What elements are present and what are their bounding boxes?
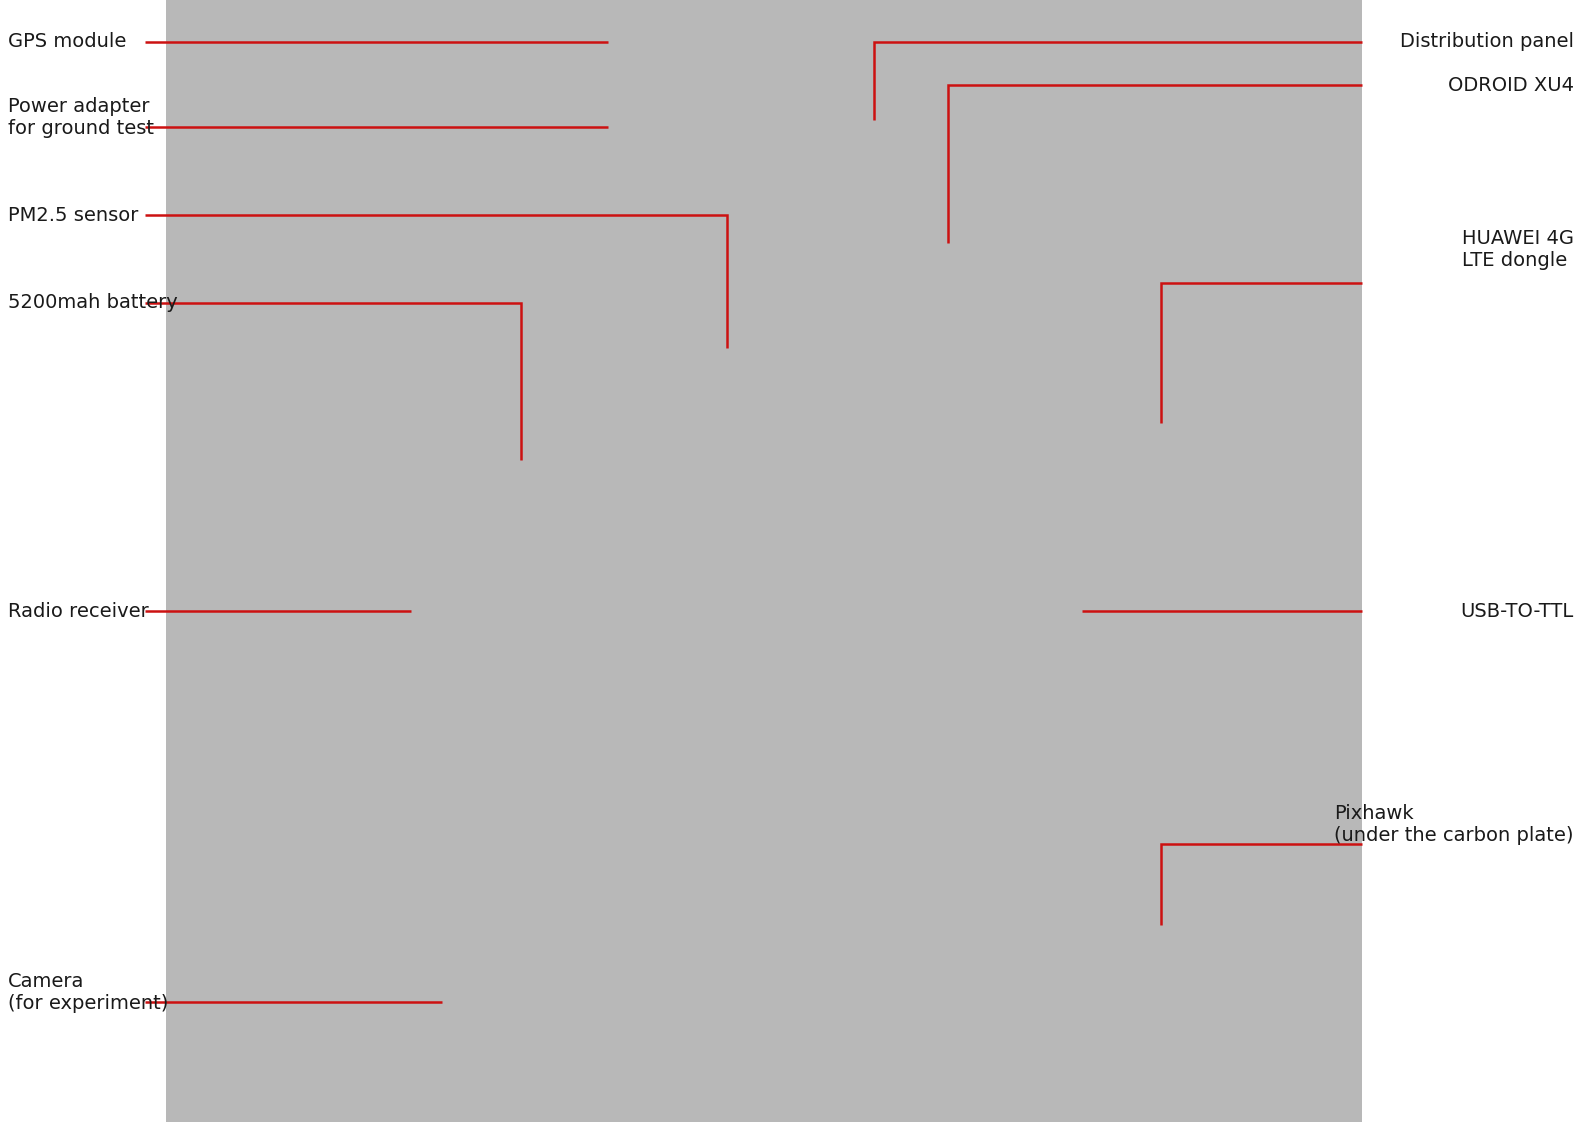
Bar xyxy=(166,0,1362,1122)
Text: Distribution panel: Distribution panel xyxy=(1400,33,1574,50)
Text: PM2.5 sensor: PM2.5 sensor xyxy=(8,206,139,224)
Text: GPS module: GPS module xyxy=(8,33,126,50)
Text: Pixhawk
(under the carbon plate): Pixhawk (under the carbon plate) xyxy=(1334,804,1574,845)
Text: Power adapter
for ground test: Power adapter for ground test xyxy=(8,98,153,138)
Text: Radio receiver: Radio receiver xyxy=(8,603,149,620)
Text: USB-TO-TTL: USB-TO-TTL xyxy=(1460,603,1574,620)
Text: Camera
(for experiment): Camera (for experiment) xyxy=(8,973,169,1013)
Text: ODROID XU4: ODROID XU4 xyxy=(1447,76,1574,94)
Text: HUAWEI 4G
LTE dongle: HUAWEI 4G LTE dongle xyxy=(1462,229,1574,269)
Text: 5200mah battery: 5200mah battery xyxy=(8,294,177,312)
